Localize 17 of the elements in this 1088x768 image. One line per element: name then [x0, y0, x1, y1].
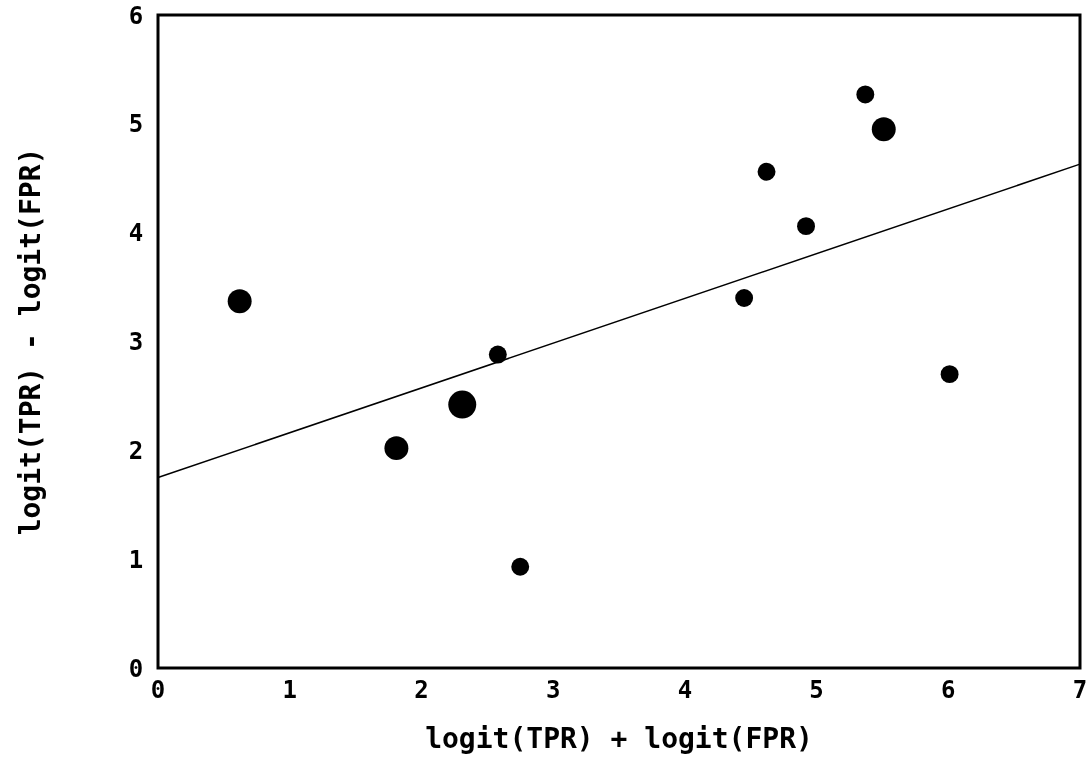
x-tick-label: 7	[1072, 676, 1088, 704]
y-tick-label: 2	[128, 436, 144, 465]
y-tick-label: 5	[128, 110, 144, 139]
y-axis-title: logit(TPR) - logit(FPR)	[14, 147, 47, 536]
x-tick-label: 6	[941, 676, 956, 704]
y-tick-label: 1	[128, 545, 144, 574]
x-tick-label: 4	[677, 676, 693, 704]
x-axis-title: logit(TPR) + logit(FPR)	[425, 722, 813, 755]
x-tick-label: 1	[282, 676, 297, 704]
x-tick-label: 3	[545, 676, 561, 704]
x-tick-label: 5	[809, 676, 824, 704]
x-tick-label: 0	[150, 676, 166, 704]
y-tick-label: 4	[128, 219, 144, 248]
x-tick-label: 2	[414, 676, 429, 704]
y-tick-label: 0	[128, 654, 144, 683]
y-tick-label: 6	[128, 1, 144, 30]
y-tick-label: 3	[128, 328, 144, 357]
